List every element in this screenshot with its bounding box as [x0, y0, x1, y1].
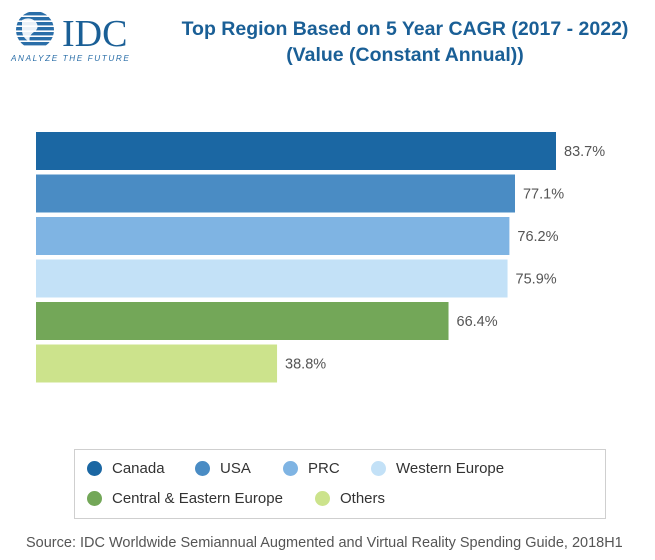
legend-label-central-eastern-europe: Central & Eastern Europe [112, 490, 283, 507]
globe-icon [16, 11, 54, 49]
legend-item-central-eastern-europe: Central & Eastern Europe [87, 490, 283, 507]
source-note: Source: IDC Worldwide Semiannual Augment… [26, 535, 623, 551]
legend-swatch-central-eastern-europe [87, 491, 102, 506]
chart-title: Top Region Based on 5 Year CAGR (2017 - … [165, 16, 645, 68]
legend-swatch-western-europe [371, 461, 386, 476]
bar-label-prc: 76.2% [517, 229, 558, 245]
logo-tagline: ANALYZE THE FUTURE [10, 54, 131, 63]
bar-usa [36, 174, 515, 213]
chart-title-line1: Top Region Based on 5 Year CAGR (2017 - … [181, 18, 629, 40]
bar-central-eastern-europe [36, 302, 449, 340]
legend-item-canada: Canada [87, 460, 165, 477]
bar-chart: 83.7% 77.1% 76.2% 75.9% 66.4% 38.8% [36, 132, 605, 383]
chart-title-line2: (Value (Constant Annual)) [286, 44, 524, 66]
legend-swatch-canada [87, 461, 102, 476]
legend-label-usa: USA [220, 460, 251, 477]
legend-label-western-europe: Western Europe [396, 460, 505, 477]
legend-label-canada: Canada [112, 460, 165, 477]
idc-logo-mark: IDC ANALYZE THE FUTURE [10, 11, 131, 63]
legend-item-usa: USA [195, 460, 251, 477]
bar-label-others: 38.8% [285, 357, 326, 373]
chart-legend: Canada USA PRC Western Europe Central & … [74, 449, 606, 519]
bar-label-central-eastern-europe: 66.4% [457, 314, 498, 330]
legend-item-others: Others [315, 490, 385, 507]
legend-label-others: Others [340, 490, 386, 507]
idc-logo: IDC ANALYZE THE FUTURE [8, 6, 158, 66]
legend-swatch-prc [283, 461, 298, 476]
bar-western-europe [36, 259, 508, 298]
bar-others [36, 344, 278, 383]
legend-swatch-others [315, 491, 330, 506]
bar-canada [36, 132, 556, 170]
bar-prc [36, 217, 510, 255]
legend-item-prc: PRC [283, 460, 340, 477]
legend-label-prc: PRC [308, 460, 340, 477]
bar-label-canada: 83.7% [564, 144, 605, 160]
logo-text: IDC [62, 13, 127, 55]
legend-swatch-usa [195, 461, 210, 476]
bar-label-usa: 77.1% [523, 187, 564, 203]
legend-item-western-europe: Western Europe [371, 460, 504, 477]
bar-label-western-europe: 75.9% [516, 272, 557, 288]
